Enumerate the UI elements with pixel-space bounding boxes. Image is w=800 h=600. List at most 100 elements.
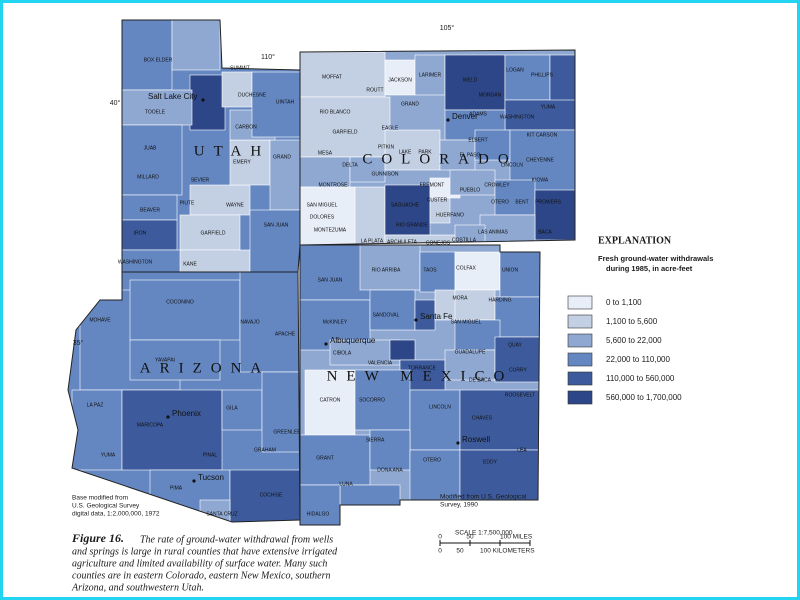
- county-shape: [229, 139, 271, 186]
- scale-km: 100 KILOMETERS: [480, 548, 535, 555]
- county-shape: [444, 349, 496, 381]
- county-label: PARK: [418, 149, 432, 155]
- county-label: CHEYENNE: [526, 157, 554, 163]
- county-label: TAOS: [423, 267, 437, 273]
- county-label: PHILLIPS: [531, 72, 554, 78]
- scale-km: 0: [438, 548, 442, 555]
- county-shape: [121, 89, 193, 126]
- county-shape: [121, 219, 178, 251]
- state-label: COLORADO: [362, 151, 517, 167]
- county-label: GILA: [226, 405, 238, 411]
- county-shape: [299, 484, 341, 525]
- county-shape: [494, 296, 541, 338]
- coordinate-label: 105°: [440, 24, 455, 32]
- county-shape: [299, 51, 386, 98]
- county-label: TOOELE: [145, 109, 166, 115]
- county-label: CIBOLA: [333, 350, 352, 356]
- caption-line: The rate of ground-water withdrawal from…: [140, 534, 333, 545]
- county-label: LINCOLN: [429, 404, 451, 410]
- legend-swatch: [567, 352, 593, 367]
- scale-km: 50: [456, 548, 464, 555]
- county-label: PUEBLO: [460, 187, 480, 193]
- county-label: EL PASO: [460, 152, 481, 158]
- county-label: SOCORRO: [359, 397, 385, 403]
- county-label: COCONINO: [166, 299, 194, 305]
- county-label: LAKE: [399, 149, 412, 155]
- county-label: GARFIELD: [200, 230, 225, 236]
- county-shape: [534, 189, 575, 241]
- city-marker: [414, 318, 418, 322]
- legend-subtitle: during 1985, in acre-feet: [606, 264, 693, 273]
- coordinate-label: 35°: [73, 339, 84, 347]
- county-label: COCHISE: [260, 492, 283, 498]
- county-label: ROOSEVELT: [505, 392, 535, 398]
- source-note: Base modified from: [72, 495, 128, 502]
- legend-subtitle: Fresh ground-water withdrawals: [598, 254, 713, 263]
- county-label: BENT: [515, 199, 528, 205]
- scale-title: SCALE 1:7,500,000: [455, 530, 513, 537]
- county-shape: [221, 71, 253, 108]
- county-shape: [384, 59, 416, 96]
- county-shape: [494, 179, 536, 216]
- county-shape: [249, 209, 301, 273]
- county-label: EDDY: [483, 459, 498, 465]
- county-label: BACA: [538, 229, 552, 235]
- county-shape: [389, 339, 416, 361]
- county-label: SAN JUAN: [318, 277, 343, 283]
- county-label: GRAHAM: [254, 447, 276, 453]
- scale-bar: [439, 540, 531, 546]
- source-note: Survey, 1990: [440, 502, 478, 509]
- city-label: Denver: [452, 112, 478, 121]
- county-label: MORGAN: [479, 92, 502, 98]
- county-label: NAVAJO: [240, 319, 259, 325]
- county-label: MONTROSE: [319, 182, 349, 188]
- county-label: COSTILLA: [452, 237, 477, 243]
- county-label: CONEJOS: [426, 240, 451, 246]
- county-shape: [459, 449, 541, 506]
- county-label: GARFIELD: [332, 129, 357, 135]
- county-label: LOGAN: [506, 67, 524, 73]
- county-shape: [454, 319, 501, 351]
- county-label: SAN MIGUEL: [451, 319, 482, 325]
- county-label: SANDOVAL: [373, 312, 400, 318]
- city-label: Santa Fe: [420, 312, 453, 321]
- county-label: ADAMS: [469, 111, 487, 117]
- county-label: LUNA: [339, 481, 353, 487]
- county-label: MOHAVE: [89, 317, 111, 323]
- county-shape: [239, 271, 301, 373]
- legend-swatch: [567, 371, 593, 386]
- legend-label: 22,000 to 110,000: [606, 355, 670, 364]
- legend-label: 1,100 to 5,600: [606, 317, 658, 326]
- state-outlines: [67, 19, 576, 526]
- city-marker: [166, 415, 170, 419]
- county-label: OTERO: [423, 457, 441, 463]
- county-label: EAGLE: [382, 125, 399, 131]
- county-label: OTERO: [491, 199, 509, 205]
- county-label: PIMA: [170, 485, 183, 491]
- county-label: DE BACA: [469, 377, 492, 383]
- city-label: Albuquerque: [330, 336, 376, 345]
- county-shape: [171, 20, 221, 71]
- county-label: RIO GRANDE: [396, 222, 428, 228]
- county-shape: [499, 251, 541, 298]
- source-note: digital data, 1:2,000,000, 1972: [72, 511, 160, 518]
- county-label: MONTEZUMA: [314, 227, 347, 233]
- county-label: LARIMER: [419, 72, 442, 78]
- county-label: TORRANCE: [408, 365, 437, 371]
- county-label: MILLARD: [137, 174, 159, 180]
- county-label: GREENLEE: [273, 429, 301, 435]
- county-label: JACKSON: [388, 77, 412, 83]
- county-label: GRAND: [401, 101, 419, 107]
- county-shape: [549, 54, 575, 106]
- county-label: DUCHESNE: [238, 92, 267, 98]
- city-label: Roswell: [462, 435, 490, 444]
- county-label: HIDALGO: [307, 511, 330, 517]
- county-label: IRON: [134, 230, 147, 236]
- city-marker: [456, 441, 460, 445]
- county-label: COLFAX: [456, 265, 476, 271]
- city-label: Salt Lake City: [148, 92, 197, 101]
- caption-line: and springs is large in rural counties t…: [72, 546, 338, 557]
- county-shape: [121, 124, 183, 196]
- county-label: UNION: [502, 267, 519, 273]
